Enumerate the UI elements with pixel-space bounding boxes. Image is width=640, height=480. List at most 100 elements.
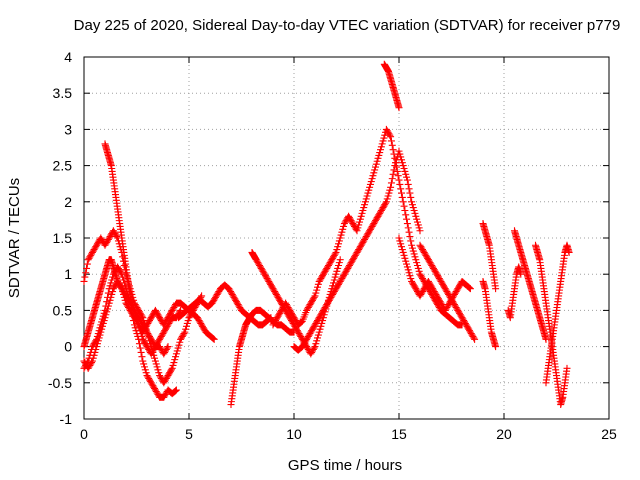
data-point bbox=[385, 130, 393, 138]
data-point bbox=[350, 254, 358, 262]
data-point bbox=[169, 361, 177, 369]
data-point bbox=[461, 319, 469, 327]
data-point bbox=[210, 296, 218, 304]
x-tick-label: 0 bbox=[80, 426, 88, 442]
data-point bbox=[340, 270, 348, 278]
data-point bbox=[129, 311, 137, 319]
data-point bbox=[318, 273, 326, 281]
data-point bbox=[450, 299, 458, 307]
data-point bbox=[308, 348, 316, 356]
data-point bbox=[434, 295, 442, 303]
data-point bbox=[355, 246, 363, 254]
data-point bbox=[138, 353, 146, 361]
data-point bbox=[334, 264, 342, 272]
data-point bbox=[459, 315, 467, 323]
data-point bbox=[160, 321, 168, 329]
data-point bbox=[413, 286, 421, 294]
data-point bbox=[364, 189, 372, 197]
data-point bbox=[167, 366, 175, 374]
data-point bbox=[420, 285, 428, 293]
data-point bbox=[372, 160, 380, 168]
data-point bbox=[389, 170, 397, 178]
data-point bbox=[254, 259, 262, 267]
data-point bbox=[151, 306, 159, 314]
data-point bbox=[230, 293, 238, 301]
data-point bbox=[413, 262, 421, 270]
data-point bbox=[419, 275, 427, 283]
data-point bbox=[307, 299, 315, 307]
data-point bbox=[175, 341, 183, 349]
data-point bbox=[172, 386, 180, 394]
data-point bbox=[275, 311, 283, 319]
data-point bbox=[116, 282, 124, 290]
data-point bbox=[324, 263, 332, 271]
data-point bbox=[142, 341, 150, 349]
data-point bbox=[417, 243, 425, 251]
data-point bbox=[146, 376, 154, 384]
data-point bbox=[225, 285, 233, 293]
data-point bbox=[335, 262, 343, 270]
data-point bbox=[333, 283, 341, 291]
data-point bbox=[455, 308, 463, 316]
data-point bbox=[375, 211, 383, 219]
data-point bbox=[146, 377, 154, 385]
data-point bbox=[140, 327, 148, 335]
data-point bbox=[443, 288, 451, 296]
data-point bbox=[84, 256, 92, 264]
data-point bbox=[155, 312, 163, 320]
data-point bbox=[289, 312, 297, 320]
data-point bbox=[356, 215, 364, 223]
data-point bbox=[435, 275, 443, 283]
data-point bbox=[403, 220, 411, 228]
data-point bbox=[256, 263, 264, 271]
data-point bbox=[148, 337, 156, 345]
data-point bbox=[361, 198, 369, 206]
data-point bbox=[338, 228, 346, 236]
data-point bbox=[395, 234, 403, 242]
data-point bbox=[313, 337, 321, 345]
data-point bbox=[330, 288, 338, 296]
data-point bbox=[92, 345, 100, 353]
data-point bbox=[445, 301, 453, 309]
data-point bbox=[435, 296, 443, 304]
data-point bbox=[149, 382, 157, 390]
data-point bbox=[403, 260, 411, 268]
data-point bbox=[94, 337, 102, 345]
data-point bbox=[408, 244, 416, 252]
data-point bbox=[194, 315, 202, 323]
data-point bbox=[417, 290, 425, 298]
data-point bbox=[380, 134, 388, 142]
data-point bbox=[102, 240, 110, 248]
data-point bbox=[98, 322, 106, 330]
data-point bbox=[383, 127, 391, 135]
data-point bbox=[273, 292, 281, 300]
data-point bbox=[104, 289, 112, 297]
data-point bbox=[102, 311, 110, 319]
data-point bbox=[403, 263, 411, 271]
data-point bbox=[308, 327, 316, 335]
data-point bbox=[387, 133, 395, 141]
data-point bbox=[282, 301, 290, 309]
data-point bbox=[120, 293, 128, 301]
data-point bbox=[441, 285, 449, 293]
data-point bbox=[381, 201, 389, 209]
data-point bbox=[421, 283, 429, 291]
data-point bbox=[368, 222, 376, 230]
data-point bbox=[305, 302, 313, 310]
data-point bbox=[164, 343, 172, 351]
data-point bbox=[152, 308, 160, 316]
data-point bbox=[417, 272, 425, 280]
data-point bbox=[408, 201, 416, 209]
data-point bbox=[440, 283, 448, 291]
data-point bbox=[410, 250, 418, 258]
data-point bbox=[453, 286, 461, 294]
data-point bbox=[313, 318, 321, 326]
data-point bbox=[123, 301, 131, 309]
data-point bbox=[198, 321, 206, 329]
data-point bbox=[311, 292, 319, 300]
data-point bbox=[148, 348, 156, 356]
x-axis-label: GPS time / hours bbox=[288, 457, 402, 474]
data-point bbox=[161, 376, 169, 384]
data-point bbox=[319, 308, 327, 316]
data-point bbox=[177, 335, 185, 343]
